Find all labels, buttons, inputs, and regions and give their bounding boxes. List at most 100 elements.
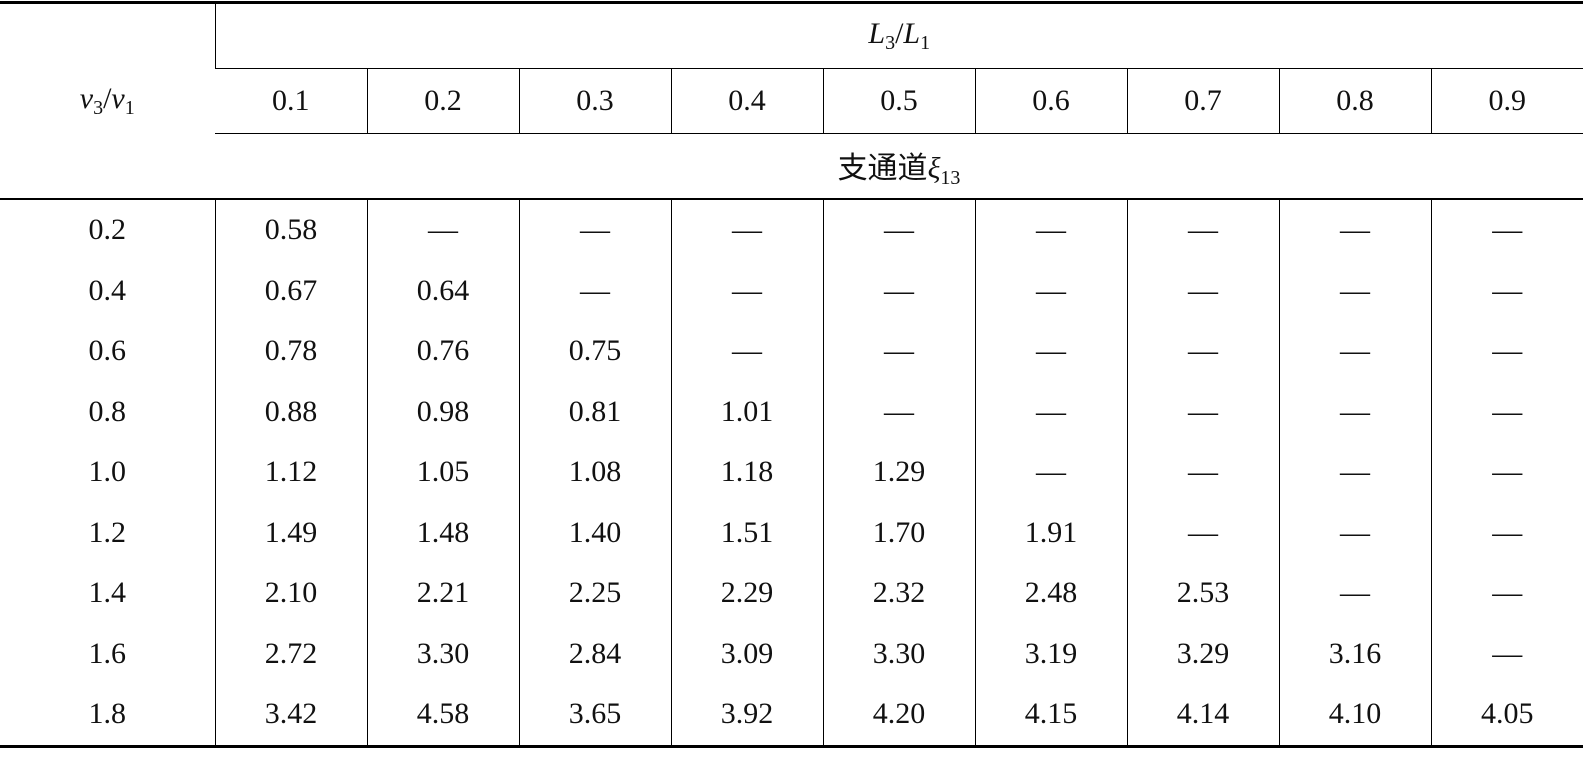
cell-value: 1.18: [720, 455, 774, 489]
column-label: 0.1: [272, 84, 310, 117]
cell-value: —: [1036, 394, 1066, 428]
cell-value: —: [1340, 273, 1370, 307]
row-label-text: 0.2: [88, 213, 127, 247]
cell: 0.64: [366, 260, 519, 321]
cell-value: —: [1492, 334, 1523, 368]
column-header: 0.4: [670, 68, 823, 134]
variable: L: [903, 17, 921, 50]
cell: 2.25: [518, 563, 671, 624]
cell: —: [1430, 442, 1583, 503]
cell-value: 1.40: [568, 515, 622, 549]
cell: —: [1430, 199, 1583, 261]
cell: —: [1430, 381, 1583, 442]
row-label-text: 1.4: [88, 576, 127, 610]
cell: 4.10: [1278, 684, 1431, 748]
variable: ξ: [927, 151, 941, 185]
cell: 1.48: [366, 502, 519, 563]
cell: —: [1430, 502, 1583, 563]
variable: L: [868, 17, 886, 50]
column-header: 0.7: [1126, 68, 1279, 134]
data-row: 1.8 3.42 4.58 3.65 3.92 4.20 4.15 4.14 4.10 4.05: [0, 684, 1583, 748]
cell-value: —: [1036, 334, 1066, 368]
cell: 0.75: [518, 321, 671, 382]
cell-value: 4.58: [416, 697, 470, 731]
cell: —: [974, 260, 1127, 321]
cell-value: —: [732, 334, 762, 368]
cell: —: [974, 321, 1127, 382]
cell: 3.65: [518, 684, 671, 748]
cell: 1.91: [974, 502, 1127, 563]
column-header: 0.3: [518, 68, 671, 134]
cell-value: 0.88: [264, 394, 318, 428]
cell-value: —: [1492, 636, 1523, 670]
cell: —: [1278, 381, 1431, 442]
cell: —: [1278, 260, 1431, 321]
cell-value: 2.32: [872, 576, 926, 610]
cell: 1.29: [822, 442, 975, 503]
data-row: 1.2 1.49 1.48 1.40 1.51 1.70 1.91 — — —: [0, 502, 1583, 564]
row-label-text: 0.8: [88, 394, 127, 428]
cell-value: 1.08: [568, 455, 622, 489]
cell-value: 0.98: [416, 394, 470, 428]
cell: 4.58: [366, 684, 519, 748]
cell-value: —: [1188, 334, 1218, 368]
data-row: 1.0 1.12 1.05 1.08 1.18 1.29 — — — —: [0, 442, 1583, 503]
cell: —: [670, 260, 823, 321]
row-label-text: 0.6: [88, 334, 127, 368]
cell: —: [1126, 442, 1279, 503]
row-label: 1.4: [0, 563, 215, 624]
row-label-text: 1.8: [88, 697, 127, 731]
cell: —: [822, 260, 975, 321]
cell: —: [1126, 199, 1279, 261]
cell-value: 1.70: [872, 515, 926, 549]
cell-value: 0.64: [416, 273, 470, 307]
column-header: 0.1: [215, 68, 367, 134]
separator: /: [103, 82, 112, 115]
cell-value: 1.51: [720, 515, 774, 549]
cell-value: 0.78: [264, 334, 318, 368]
subscript: 1: [124, 97, 135, 119]
header-row: v3/v1 L3/L1: [0, 1, 1583, 200]
cell-value: —: [1036, 273, 1066, 307]
cell: 2.48: [974, 563, 1127, 624]
cell-value: —: [1340, 515, 1370, 549]
cell-value: 4.20: [872, 697, 926, 731]
cell-value: 2.72: [264, 636, 318, 670]
data-row: 0.6 0.78 0.76 0.75 — — — — — —: [0, 321, 1583, 382]
cell: 1.01: [670, 381, 823, 442]
cell: 3.92: [670, 684, 823, 748]
cell-value: 3.09: [720, 636, 774, 670]
cell-value: 3.29: [1176, 636, 1230, 670]
header-row: 0.1 0.2 0.3 0.4 0.5 0.6 0.7 0.8 0.9: [0, 68, 1583, 134]
cell-value: 0.67: [264, 273, 318, 307]
cell-value: 3.92: [720, 697, 774, 731]
cell-value: —: [1036, 455, 1066, 489]
cell-value: 2.10: [264, 576, 318, 610]
cell: 1.51: [670, 502, 823, 563]
cell-value: 1.29: [872, 455, 926, 489]
cell: —: [1126, 502, 1279, 563]
row-label: 1.2: [0, 503, 215, 564]
cell-value: —: [1492, 394, 1523, 428]
cell: 3.09: [670, 623, 823, 684]
cell: 1.05: [366, 442, 519, 503]
cell: 2.53: [1126, 563, 1279, 624]
row-label-text: 0.4: [88, 273, 127, 307]
cell: 1.18: [670, 442, 823, 503]
cell-value: 4.05: [1481, 697, 1534, 731]
cell-value: 4.10: [1328, 697, 1382, 731]
cell: 2.72: [214, 623, 367, 684]
cell-value: 3.19: [1024, 636, 1078, 670]
cell: 1.40: [518, 502, 671, 563]
cell: —: [1278, 502, 1431, 563]
cell-value: 1.12: [264, 455, 318, 489]
row-label: 0.6: [0, 321, 215, 382]
row-label-text: 1.2: [88, 515, 127, 549]
row-label: 1.6: [0, 624, 215, 685]
cell-value: —: [428, 213, 458, 247]
cell-value: 2.84: [568, 636, 622, 670]
cell: —: [822, 321, 975, 382]
column-label: 0.7: [1184, 84, 1222, 117]
